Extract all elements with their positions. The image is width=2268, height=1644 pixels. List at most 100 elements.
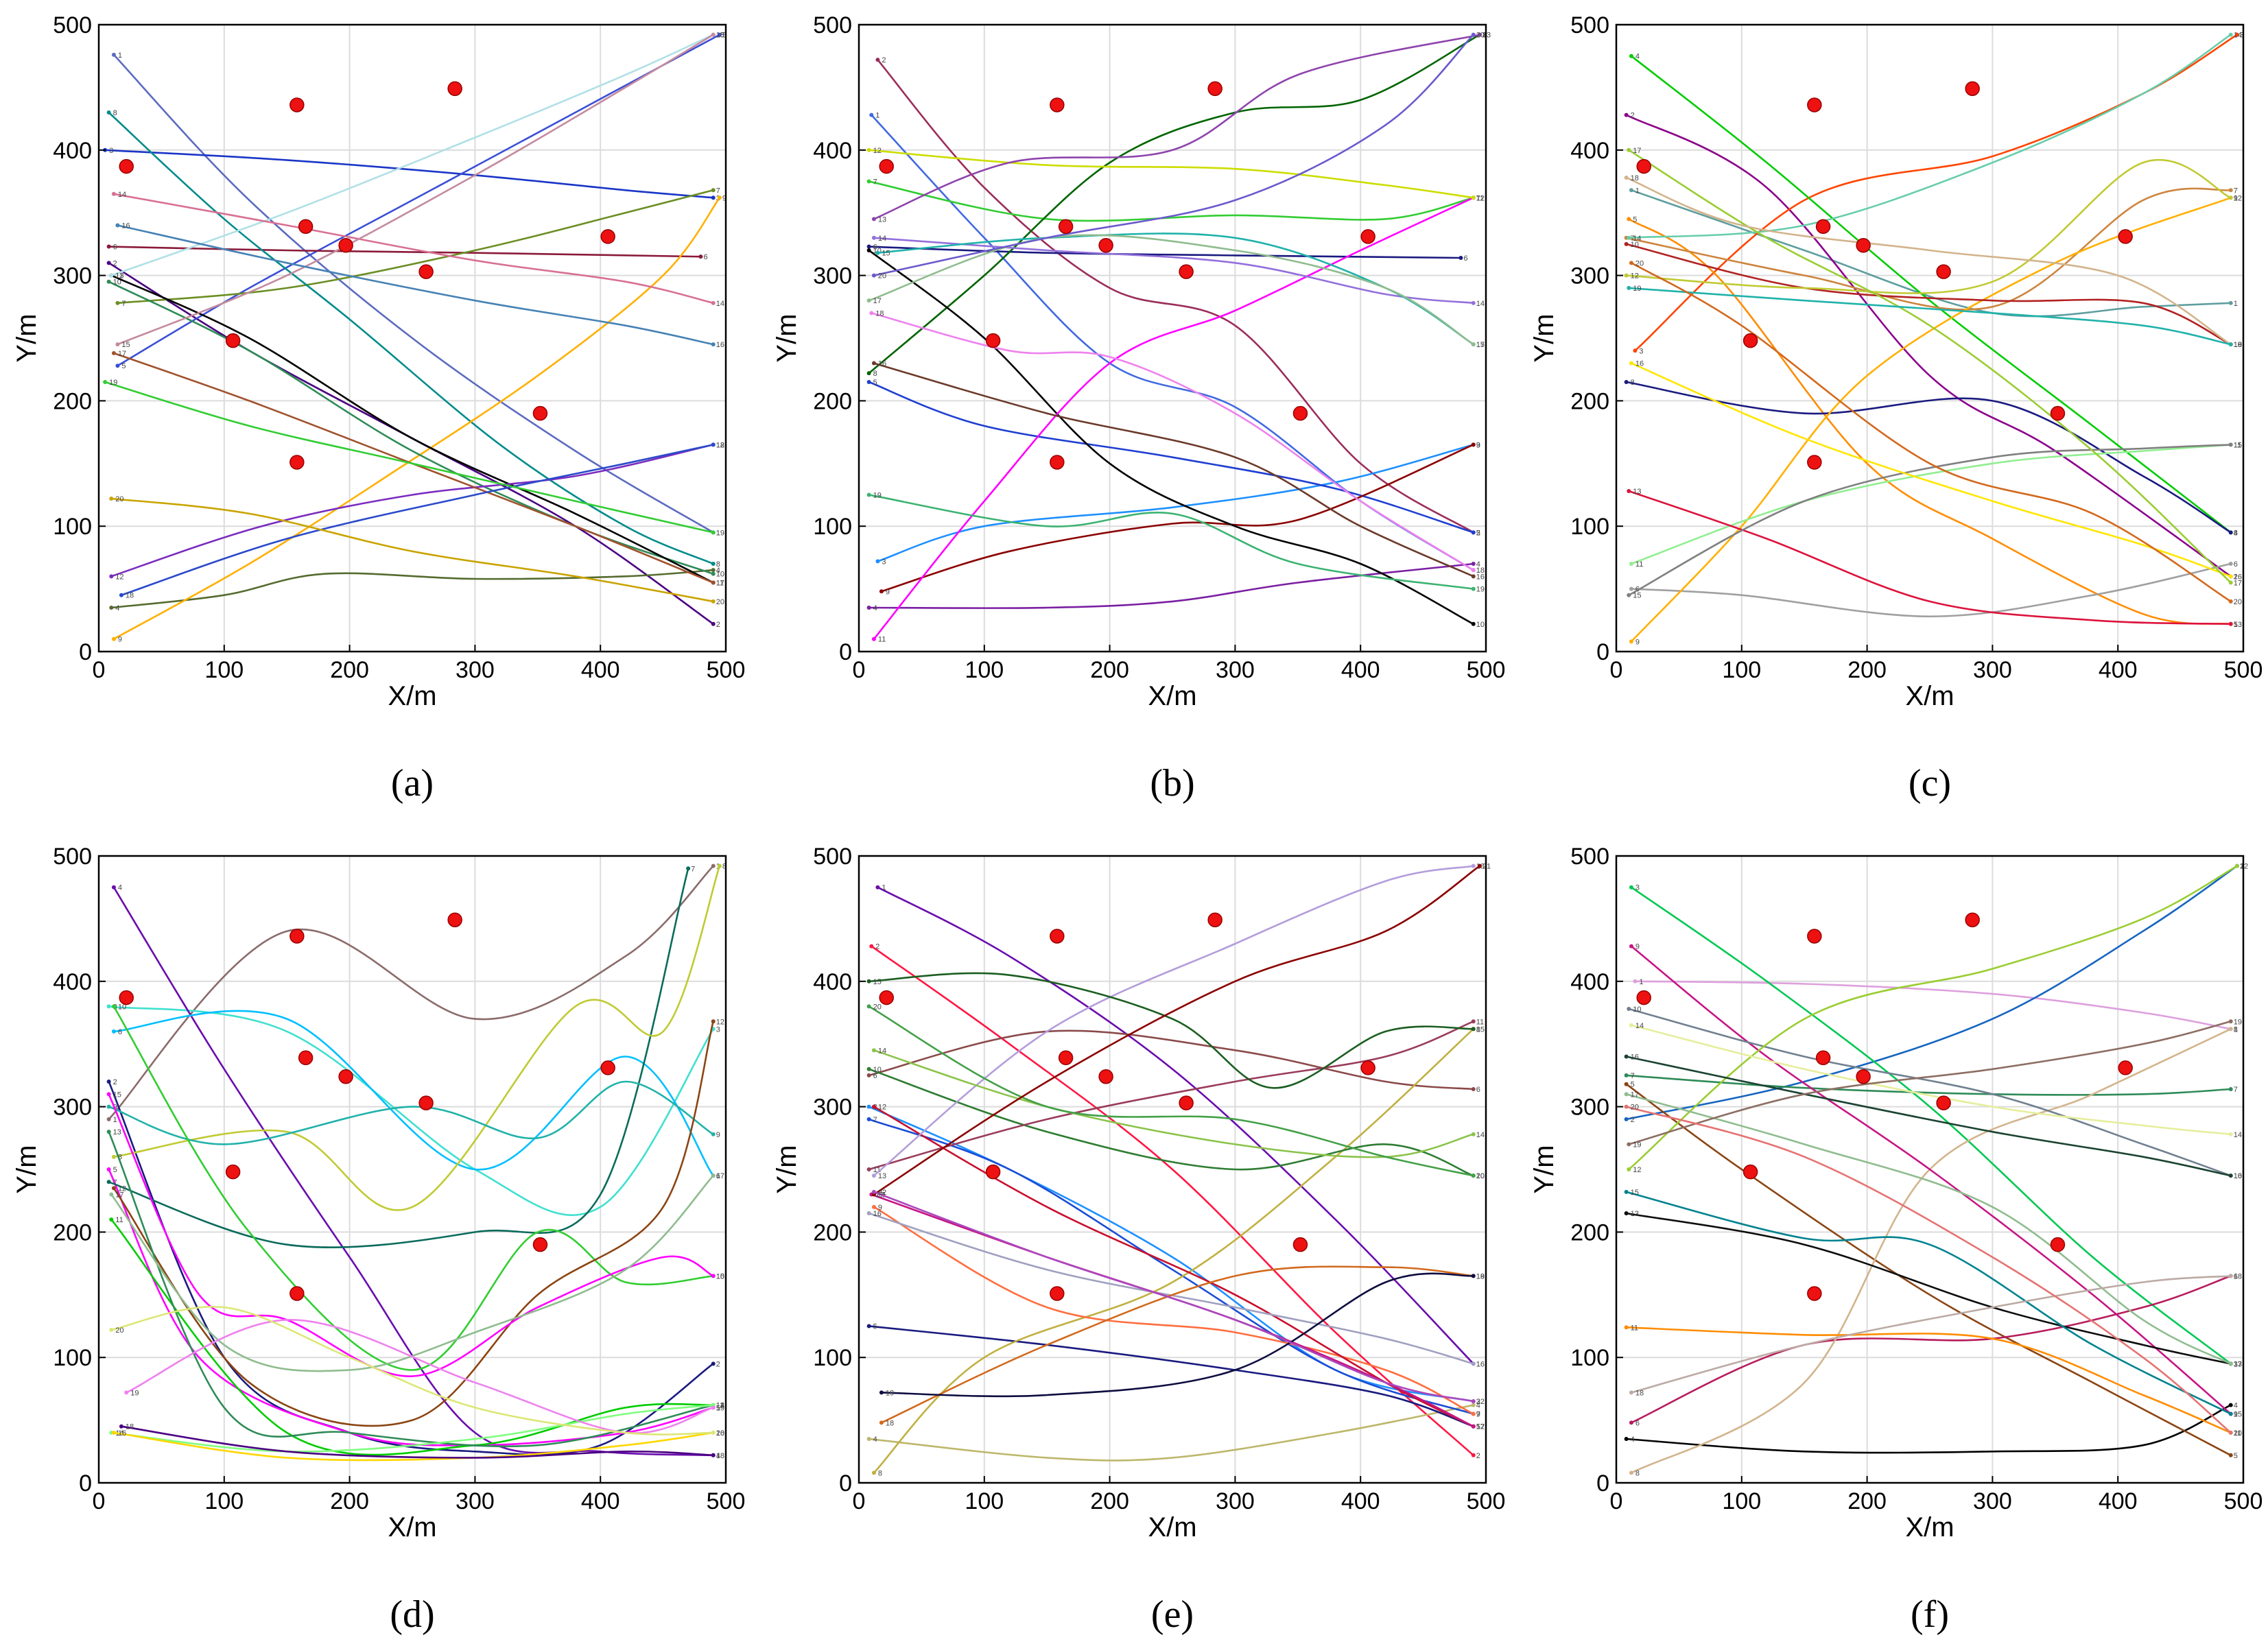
path-line-12	[1625, 158, 2232, 294]
path-start-marker-9	[1629, 639, 1633, 644]
path-start-marker-6	[1629, 1420, 1633, 1425]
path-start-label-14: 14	[878, 235, 886, 243]
obstacle-marker-6	[418, 264, 434, 279]
path-end-marker-14	[2228, 1132, 2233, 1136]
y-tick-label: 200	[813, 1219, 852, 1246]
path-end-marker-2	[1471, 1453, 1476, 1457]
path-end-marker-16	[2228, 574, 2233, 579]
path-start-label-18: 18	[126, 592, 134, 600]
y-tick-label: 300	[53, 1095, 92, 1121]
path-start-marker-14	[1629, 1023, 1633, 1027]
path-start-label-16: 16	[1635, 360, 1644, 368]
path-end-label-4: 4	[1476, 560, 1480, 569]
path-end-label-10: 10	[716, 1272, 724, 1280]
path-start-marker-3	[1629, 885, 1633, 890]
path-start-marker-2	[106, 1080, 111, 1084]
path-start-marker-1	[1629, 188, 1633, 193]
path-start-label-13: 13	[1631, 1210, 1639, 1218]
path-end-marker-16	[711, 342, 716, 347]
x-tick-label: 500	[2224, 657, 2263, 683]
path-start-label-5: 5	[873, 1323, 877, 1331]
obstacle-marker-2	[1050, 929, 1065, 944]
path-end-label-16: 16	[716, 341, 724, 349]
path-start-label-20: 20	[115, 495, 123, 503]
path-start-marker-3	[106, 1004, 111, 1009]
path-end-marker-16	[1471, 1361, 1476, 1366]
panel-caption: (f)	[1911, 1593, 1949, 1636]
path-end-label-3: 3	[2234, 1360, 2238, 1368]
obstacle-marker-1	[879, 990, 894, 1005]
path-start-label-8: 8	[873, 370, 877, 378]
x-tick-label: 500	[1467, 1488, 1506, 1514]
path-start-label-6: 6	[873, 243, 877, 252]
path-end-label-5: 5	[1476, 529, 1480, 537]
path-start-marker-8	[871, 1470, 876, 1475]
path-start-marker-8	[866, 371, 871, 376]
path-start-label-3: 3	[1639, 347, 1643, 355]
path-start-marker-11	[1629, 562, 1633, 567]
x-tick-label: 100	[965, 657, 1004, 683]
path-start-marker-9	[106, 1104, 111, 1109]
path-start-marker-17	[111, 350, 116, 355]
x-tick-label: 200	[1090, 1488, 1129, 1514]
path-end-label-6: 6	[2234, 560, 2238, 569]
path-start-label-5: 5	[121, 362, 126, 370]
path-end-label-12: 12	[1476, 1423, 1485, 1431]
obstacle-marker-2	[1807, 97, 1822, 112]
panel-caption: (a)	[391, 762, 434, 805]
path-line-12	[113, 1021, 714, 1427]
path-end-marker-18	[1471, 568, 1476, 573]
path-start-marker-1	[106, 1117, 111, 1121]
path-start-marker-5	[106, 1167, 111, 1171]
path-start-marker-20	[1629, 261, 1633, 265]
obstacle-marker-5	[338, 1069, 353, 1084]
path-start-marker-4	[109, 606, 114, 610]
path-end-label-2: 2	[716, 621, 720, 629]
path-start-marker-5	[866, 379, 871, 384]
path-end-marker-15	[711, 1274, 716, 1278]
path-line-18	[880, 1265, 1474, 1424]
path-start-marker-13	[109, 273, 114, 278]
path-start-marker-18	[1629, 1390, 1633, 1395]
path-end-label-13: 13	[2234, 621, 2242, 629]
x-tick-label: 500	[1467, 657, 1506, 683]
path-start-marker-17	[866, 298, 871, 303]
obstacle-marker-6	[1179, 264, 1194, 279]
path-start-label-20: 20	[878, 272, 886, 281]
path-end-label-13: 13	[716, 1402, 724, 1410]
obstacle-marker-3	[1965, 81, 1980, 96]
path-start-label-7: 7	[1631, 1072, 1635, 1080]
obstacle-marker-8	[225, 333, 241, 348]
path-end-label-8: 8	[2234, 529, 2238, 537]
path-end-marker-4	[711, 568, 716, 573]
path-end-label-2: 2	[716, 1360, 720, 1368]
path-start-label-9: 9	[1635, 638, 1640, 646]
path-line-1	[113, 53, 714, 534]
path-start-label-8: 8	[1631, 379, 1635, 387]
path-start-marker-13	[1624, 1211, 1629, 1215]
path-line-4	[110, 569, 714, 609]
path-line-8	[108, 111, 714, 565]
path-start-label-19: 19	[1633, 1141, 1641, 1149]
path-start-marker-5	[866, 1324, 871, 1329]
path-end-marker-1	[711, 863, 716, 868]
path-end-label-20: 20	[716, 598, 724, 606]
obstacle-marker-6	[1936, 264, 1951, 279]
path-end-label-15: 15	[1476, 341, 1485, 349]
path-start-marker-16	[1624, 1054, 1629, 1059]
path-start-marker-7	[1624, 1073, 1629, 1077]
path-start-marker-16	[871, 361, 876, 366]
path-end-marker-14	[1471, 300, 1476, 305]
path-start-label-13: 13	[113, 1128, 121, 1136]
path-end-marker-2	[711, 621, 716, 626]
path-start-marker-18	[119, 593, 123, 597]
path-line-6	[113, 1010, 714, 1177]
path-line-9	[873, 1206, 1474, 1415]
path-start-label-2: 2	[113, 259, 117, 267]
y-tick-label: 500	[1570, 844, 1609, 870]
path-end-marker-5	[717, 32, 722, 37]
path-start-marker-10	[1627, 1007, 1631, 1012]
obstacle-marker-10	[290, 1286, 305, 1301]
path-start-marker-7	[106, 1180, 111, 1184]
path-end-label-7: 7	[2234, 1086, 2238, 1094]
